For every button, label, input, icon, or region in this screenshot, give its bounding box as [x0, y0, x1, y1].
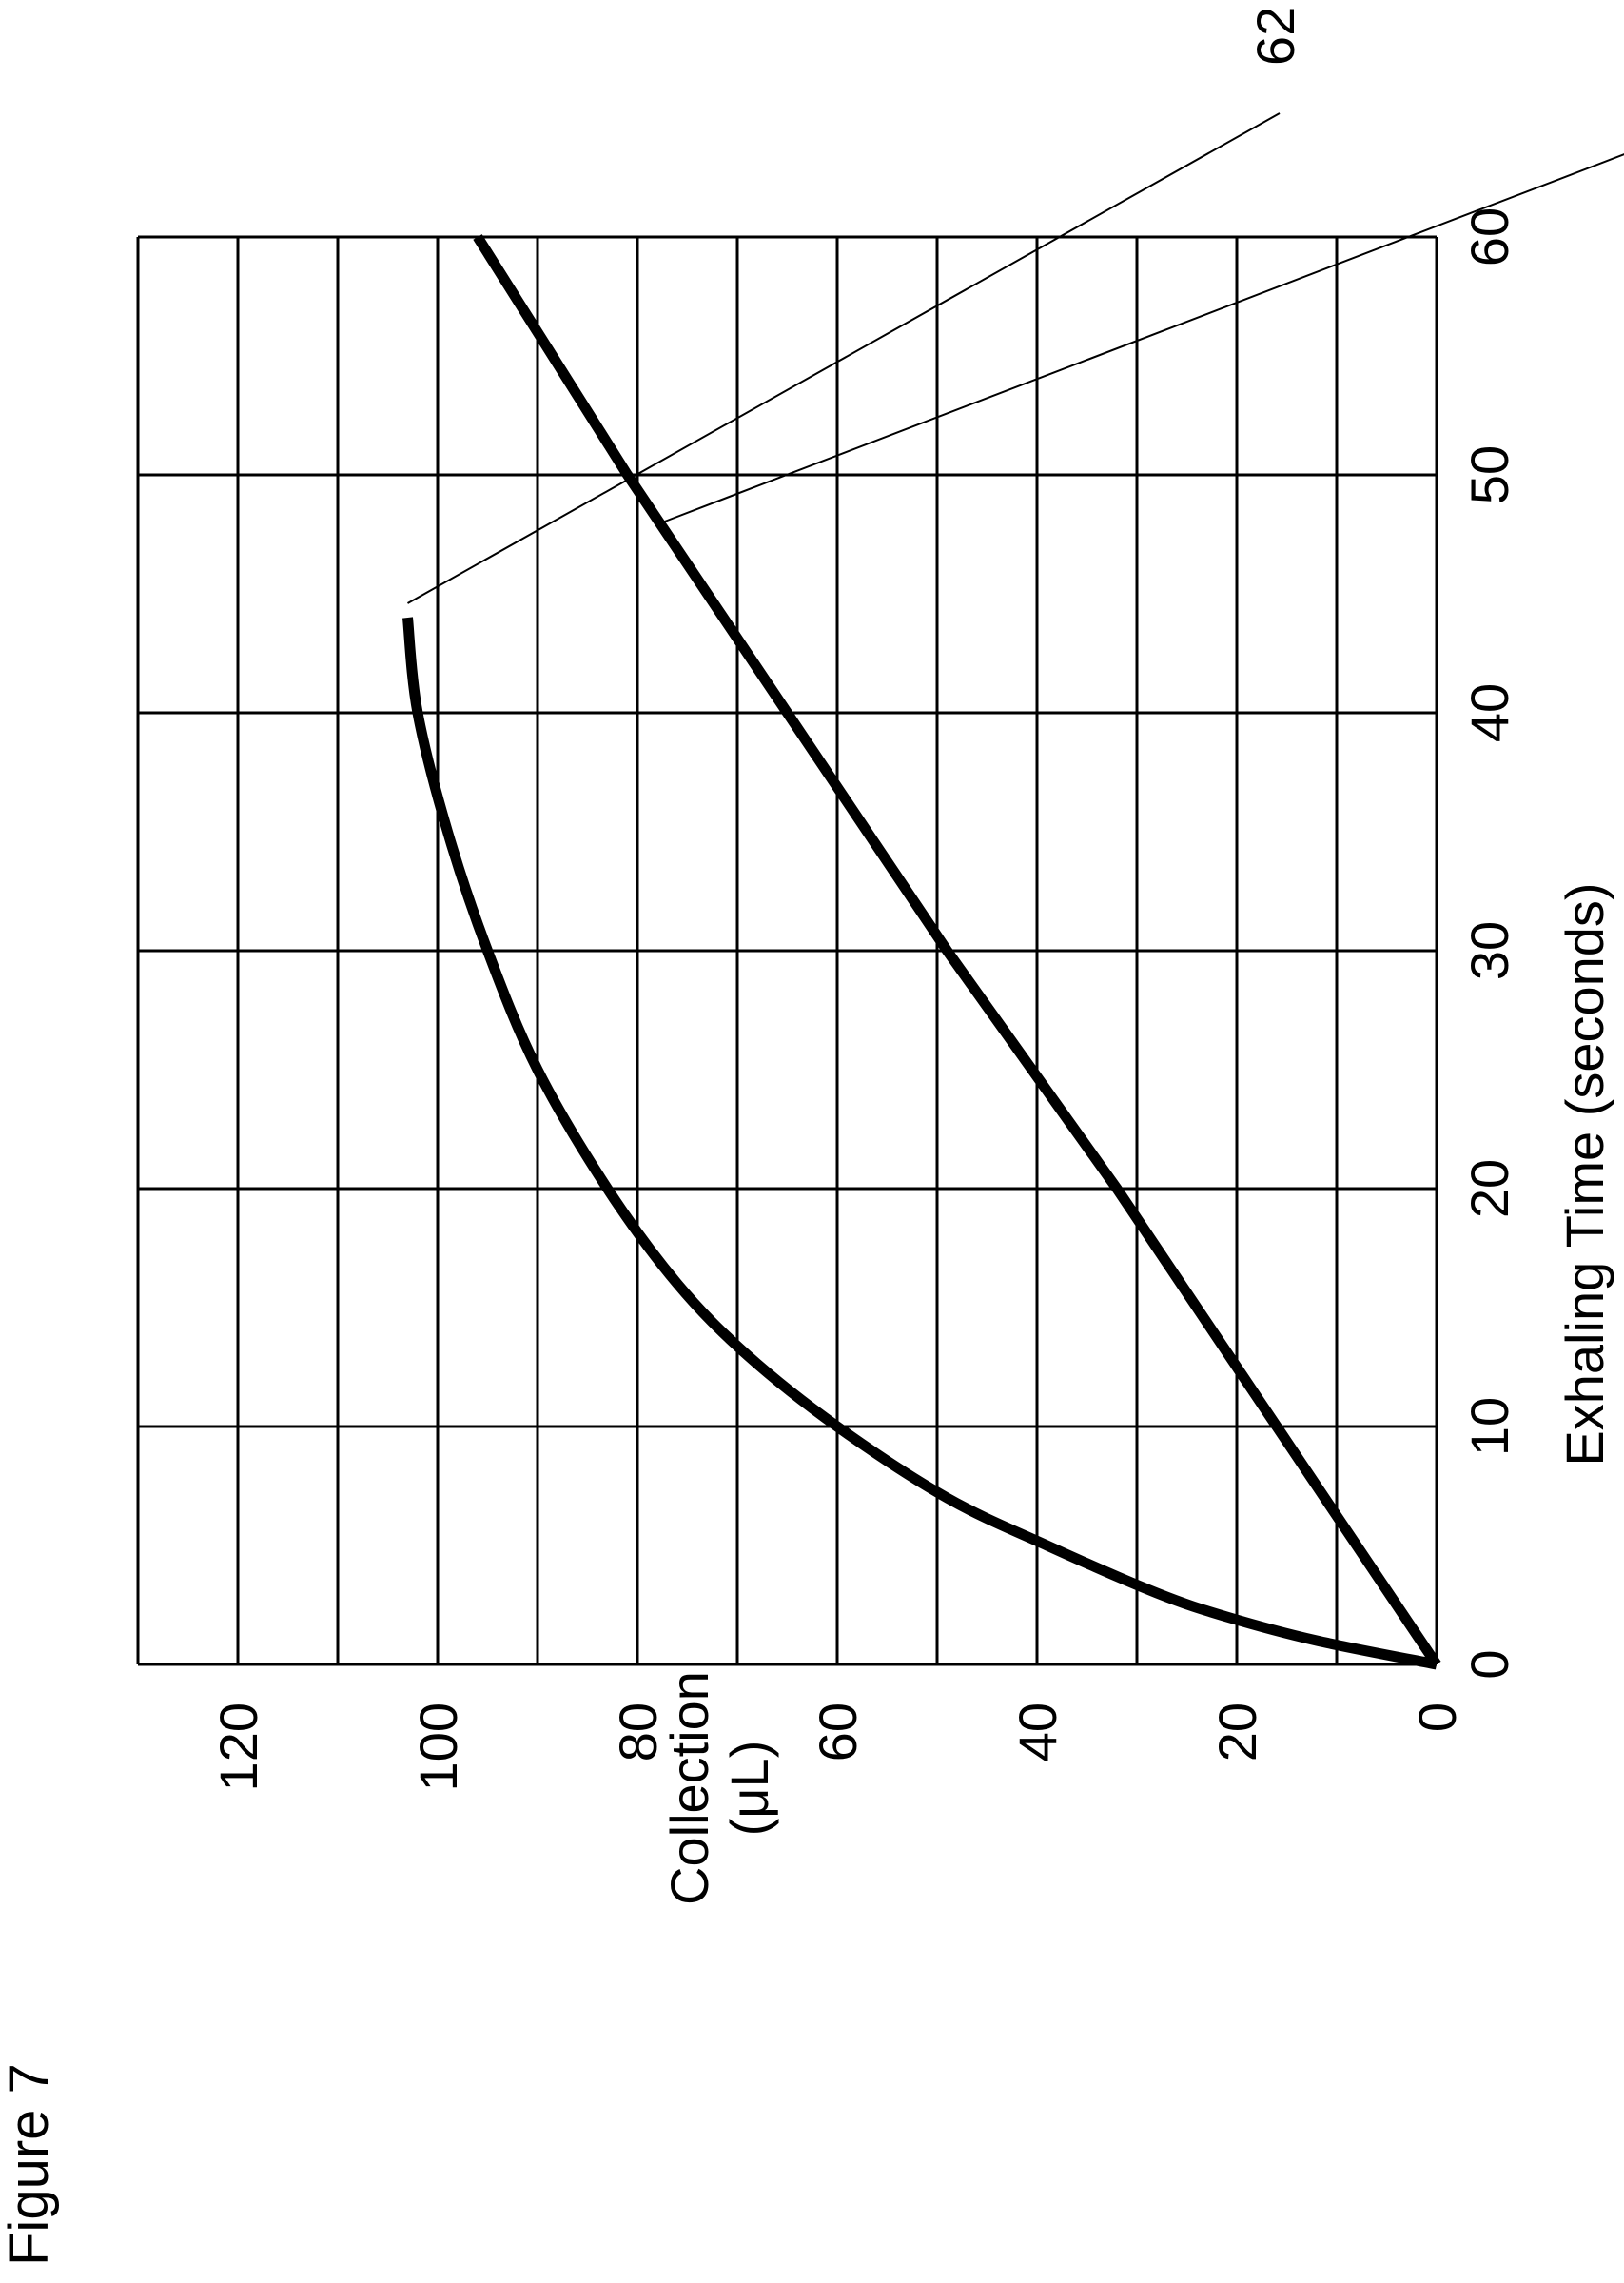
- chart-callouts: 6264: [407, 7, 1624, 604]
- x-tick-label: 10: [1459, 1397, 1519, 1456]
- y-tick-label: 20: [1207, 1702, 1267, 1761]
- x-tick-label: 60: [1459, 207, 1519, 266]
- series-line-62: [402, 617, 1438, 1670]
- leader-line-62: [407, 112, 1281, 604]
- x-tick-labels: 0 10 20 30 40 50 60: [1459, 207, 1519, 1680]
- x-axis-label: Exhaling Time (seconds): [1555, 882, 1614, 1466]
- series-line-64: [473, 234, 1441, 1668]
- y-tick-label: 120: [208, 1702, 268, 1791]
- figure-label: Figure 7: [0, 2063, 60, 2266]
- y-tick-label: 80: [608, 1702, 668, 1761]
- x-tick-label: 0: [1459, 1649, 1519, 1679]
- x-tick-label: 40: [1459, 683, 1519, 742]
- y-axis-label-line2: (μL): [719, 1741, 779, 1837]
- chart-series: [402, 234, 1441, 1670]
- y-tick-labels: 0 20 40 60 80 100 120: [208, 1702, 1467, 1791]
- y-tick-label: 100: [408, 1702, 468, 1791]
- x-tick-label: 30: [1459, 921, 1519, 980]
- leader-line-64: [661, 112, 1624, 523]
- x-tick-label: 20: [1459, 1159, 1519, 1218]
- y-tick-label: 60: [808, 1702, 868, 1761]
- rotated-chart: 6264 0 10 20 30 40 50 60 0 20 40 60 80 100 120 Figur…: [0, 7, 1624, 2266]
- y-axis-label-line1: Collection: [659, 1671, 719, 1905]
- callout-label-62: 62: [1245, 7, 1305, 66]
- x-tick-label: 50: [1459, 445, 1519, 504]
- y-tick-label: 40: [1008, 1702, 1067, 1761]
- chart-grid: [136, 235, 1438, 1666]
- y-tick-label: 0: [1407, 1702, 1467, 1732]
